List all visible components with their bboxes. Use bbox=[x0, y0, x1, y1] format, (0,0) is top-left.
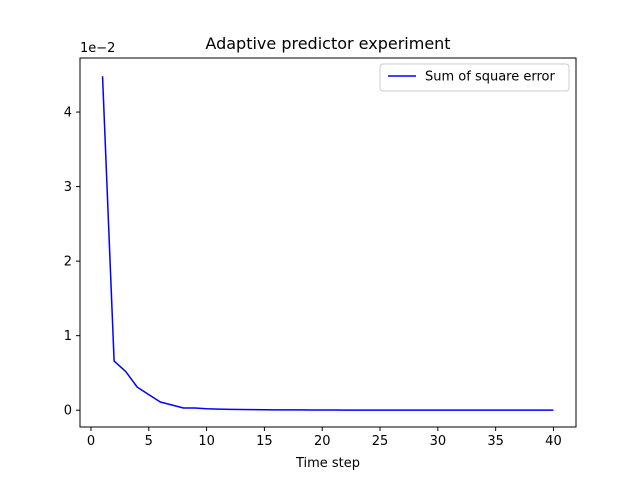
x-tick-label: 5 bbox=[145, 434, 153, 449]
x-tick-label: 15 bbox=[256, 434, 273, 449]
legend-box bbox=[379, 63, 570, 92]
x-tick-label: 0 bbox=[87, 434, 95, 449]
plot-area bbox=[80, 58, 576, 427]
x-tick-label: 10 bbox=[198, 434, 215, 449]
x-axis-label: Time step bbox=[295, 456, 360, 471]
x-axis-ticks: 0 5 10 15 20 25 30 35 40 bbox=[87, 427, 562, 449]
legend-label: Sum of square error bbox=[425, 70, 555, 85]
x-tick-label: 30 bbox=[430, 434, 447, 449]
y-tick-label: 2 bbox=[64, 255, 72, 270]
series-line bbox=[101, 76, 554, 411]
series-layer bbox=[101, 76, 554, 411]
y-axis-scale-label: 1e−2 bbox=[80, 41, 115, 56]
y-tick-label: 4 bbox=[64, 106, 72, 121]
y-tick-label: 0 bbox=[64, 404, 72, 419]
x-tick-label: 40 bbox=[545, 434, 562, 449]
chart-title: Adaptive predictor experiment bbox=[205, 34, 450, 53]
y-tick-label: 1 bbox=[64, 329, 72, 344]
y-axis-ticks: 0 1 2 3 4 bbox=[64, 106, 80, 419]
x-tick-label: 35 bbox=[487, 434, 504, 449]
x-tick-label: 25 bbox=[372, 434, 389, 449]
legend: Sum of square error bbox=[379, 63, 570, 92]
plot-frame bbox=[79, 57, 577, 428]
x-tick-label: 20 bbox=[314, 434, 331, 449]
y-tick-label: 3 bbox=[64, 180, 72, 195]
